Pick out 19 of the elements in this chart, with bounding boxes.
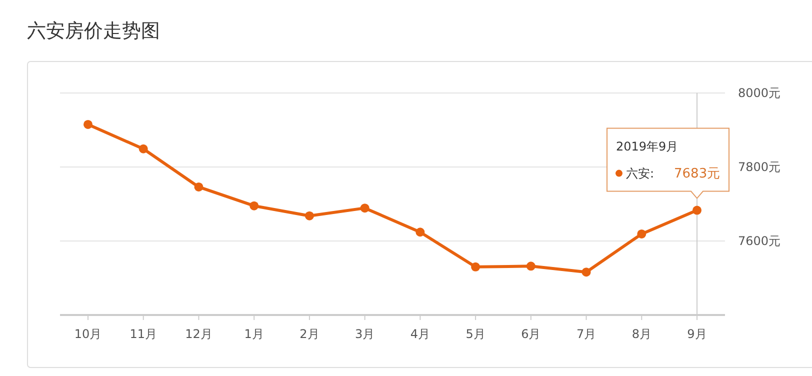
x-tick-label: 9月 (687, 327, 707, 341)
y-tick-label: 7600元 (738, 234, 781, 248)
x-tick-label: 12月 (185, 327, 212, 341)
x-tick-label: 11月 (130, 327, 158, 341)
y-tick-label: 7800元 (738, 160, 781, 174)
x-tick-label: 6月 (521, 327, 541, 341)
x-tick-label: 2月 (300, 327, 320, 341)
legend-label: 六安: (626, 166, 654, 180)
chart-title: 六安房价走势图 (27, 20, 160, 42)
x-tick-label: 1月 (244, 327, 264, 341)
x-tick-label: 7月 (576, 327, 596, 341)
x-tick-label: 4月 (410, 327, 430, 341)
x-tick-label: 3月 (355, 327, 375, 341)
x-tick-label: 10月 (74, 327, 102, 341)
x-tick-label: 8月 (632, 327, 652, 341)
y-tick-label: 8000元 (738, 86, 781, 100)
data-label: 7683元 (674, 166, 720, 182)
x-tick-label: 5月 (466, 327, 486, 341)
annotation: 2019年9月 (616, 139, 678, 154)
